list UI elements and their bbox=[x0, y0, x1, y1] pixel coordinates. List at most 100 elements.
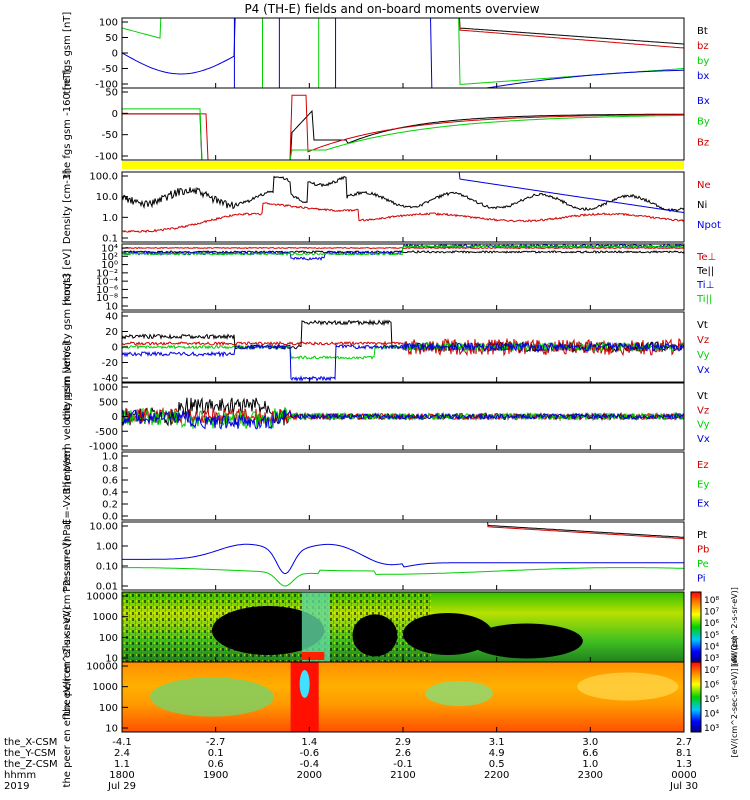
legend-te: Te|| bbox=[696, 266, 714, 277]
trace-pt bbox=[486, 522, 684, 538]
trace-te-par bbox=[122, 250, 684, 254]
ytick-label: 0.4 bbox=[102, 488, 118, 499]
trace-ion-vx bbox=[122, 341, 684, 382]
xaxis-row-label: hhmm bbox=[4, 770, 36, 781]
xaxis-value: -0.6 bbox=[300, 748, 320, 759]
colorbar-label: 10⁶ bbox=[704, 681, 719, 691]
ytick-label: 10000 bbox=[86, 592, 118, 603]
panel-fgs_gsm: 50 0 -50 -100 the fgs gsm -160 [nT] Bx By Bz bbox=[62, 70, 710, 179]
legend-vy: Vy bbox=[697, 420, 710, 431]
electron-spectrogram-feature bbox=[425, 680, 493, 707]
ytick-label: 10⁻⁶ bbox=[96, 285, 118, 296]
ytick-label: -100 bbox=[95, 152, 118, 163]
colorbar-label: 10⁷ bbox=[704, 666, 719, 676]
xaxis-value: 2200 bbox=[484, 770, 509, 781]
panel-efield: 1.00.80.60.40.20.0 E=-VxB [mV/m] Ez Ey Ex bbox=[62, 447, 709, 525]
colorbar-electron: 10⁷ 10⁶ 10⁵ 10⁴ 10³ [eV/(cm^2-sec-sr-eV)] (Al… bbox=[690, 637, 739, 758]
colorbar-label: 10³ bbox=[704, 724, 719, 734]
ytick-label: 0 bbox=[112, 412, 118, 423]
colorbar-label: 10⁵ bbox=[704, 695, 719, 705]
ylabel: the fgs gsm [nT] bbox=[62, 12, 73, 95]
panel-pressure: 10.00 1.00 0.10 0.01 Pressure [nPa] Pt Pb Pe Pi bbox=[62, 520, 709, 593]
ion-spectrogram-gap bbox=[352, 614, 398, 657]
xaxis-value: 4.9 bbox=[489, 748, 505, 759]
ylabel: the peer en eflux eV/(cm^2-s-sr-eV) bbox=[62, 606, 73, 787]
xaxis-value: 1.1 bbox=[114, 759, 130, 770]
ylabel: E=-VxB [mV/m] bbox=[62, 447, 73, 525]
colorbar-label: 10⁴ bbox=[704, 642, 719, 652]
ion-spectrogram-hot bbox=[301, 652, 325, 660]
xaxis-value: Jul 30 bbox=[669, 781, 698, 792]
ion-spectrogram-stripe bbox=[301, 592, 330, 662]
xaxis-value: Jul 29 bbox=[107, 781, 136, 792]
xaxis-value: 2000 bbox=[297, 770, 322, 781]
electron-spectrogram-feature bbox=[577, 672, 679, 701]
xaxis-value: 6.6 bbox=[582, 748, 598, 759]
xaxis-value: 2.4 bbox=[114, 748, 130, 759]
trace-bz bbox=[458, 18, 684, 49]
ytick-label: 0 bbox=[112, 49, 118, 60]
panel-fgs: 100 50 0 -50 -100 the fgs gsm [nT] Bt bz by bx bbox=[62, 12, 709, 95]
xaxis-value: -0.1 bbox=[393, 759, 413, 770]
colorbar-label: 10⁷ bbox=[704, 608, 719, 618]
trace-ni bbox=[122, 175, 684, 213]
ytick-label: 0.1 bbox=[102, 234, 118, 245]
ytick-label: 10⁻² bbox=[96, 268, 118, 279]
ytick-label: -20 bbox=[102, 358, 118, 369]
legend-te: Te⊥ bbox=[696, 252, 716, 263]
ylabel: the peim velocity gsm [km/s] bbox=[62, 274, 73, 421]
panel-density: 100.0 10.0 1.0 0.1 Density [cm-3] Ne Ni Npot bbox=[62, 170, 721, 245]
legend-pi: Pi bbox=[697, 574, 706, 585]
ytick-label: -50 bbox=[102, 64, 118, 75]
xaxis-value: 0.1 bbox=[208, 748, 224, 759]
legend-pt: Pt bbox=[697, 530, 707, 541]
ytick-label: 0.10 bbox=[96, 562, 118, 573]
colorbar-scale bbox=[690, 661, 702, 733]
legend-vt: Vt bbox=[697, 391, 708, 402]
colorbar-label: 10⁵ bbox=[704, 631, 719, 641]
panel-frame bbox=[121, 171, 685, 243]
trace-gsm-red bbox=[122, 94, 684, 160]
legend-vy: Vy bbox=[697, 350, 710, 361]
mode-bar bbox=[122, 161, 684, 169]
xaxis-row-label: the_Z-CSM bbox=[4, 759, 58, 770]
legend-by: by bbox=[697, 56, 709, 67]
xaxis-value: 1.4 bbox=[301, 737, 317, 748]
legend-ti: Ti|| bbox=[696, 294, 712, 305]
ytick-label: 40 bbox=[105, 312, 118, 323]
colorbar-scale bbox=[690, 591, 702, 663]
ylabel: Pressure [nPa] bbox=[62, 520, 73, 592]
xaxis-value: 3.0 bbox=[582, 737, 598, 748]
xaxis-value: -4.1 bbox=[112, 737, 132, 748]
legend-bx: Bx bbox=[697, 96, 710, 107]
colorbar-label: 10⁸ bbox=[704, 596, 719, 606]
panel-electron_velocity: 1000 500 0 -500 -1000 the peem velocity gsm [… bbox=[62, 342, 710, 492]
electron-spectrogram-core bbox=[299, 670, 310, 698]
legend-ti: Ti⊥ bbox=[696, 280, 714, 291]
ytick-label: 1000 bbox=[93, 612, 118, 623]
legend-ni: Ni bbox=[697, 200, 707, 211]
ytick-label: -500 bbox=[95, 427, 118, 438]
legend-ey: Ey bbox=[697, 479, 709, 490]
ytick-label: 0.2 bbox=[102, 500, 118, 511]
xaxis-value: -2.7 bbox=[206, 737, 226, 748]
ion-spectrogram-gap bbox=[211, 606, 325, 655]
ytick-label: 0.0 bbox=[102, 512, 118, 523]
electron-spectrogram-feature bbox=[150, 677, 274, 717]
ytick-label: 10⁻⁸ bbox=[96, 293, 118, 304]
legend-npot: Npot bbox=[697, 220, 721, 231]
ytick-label: 20 bbox=[105, 327, 118, 338]
legend-vx: Vx bbox=[697, 365, 710, 376]
xaxis-value: 2.7 bbox=[676, 737, 692, 748]
ytick-label: 1.0 bbox=[102, 213, 118, 224]
colorbar-unit: [eV/(cm^2-sec-sr-eV)] (All Qs) bbox=[730, 637, 739, 758]
colorbar-label: 10⁶ bbox=[704, 619, 719, 629]
legend-vx: Vx bbox=[697, 434, 710, 445]
ytick-label: 0.01 bbox=[96, 582, 118, 593]
trace-ne bbox=[122, 202, 684, 233]
legend-bz: Bz bbox=[697, 137, 709, 148]
ytick-label: 100 bbox=[99, 18, 118, 29]
trace-bt bbox=[458, 18, 684, 45]
ytick-label: 0.8 bbox=[102, 464, 118, 475]
